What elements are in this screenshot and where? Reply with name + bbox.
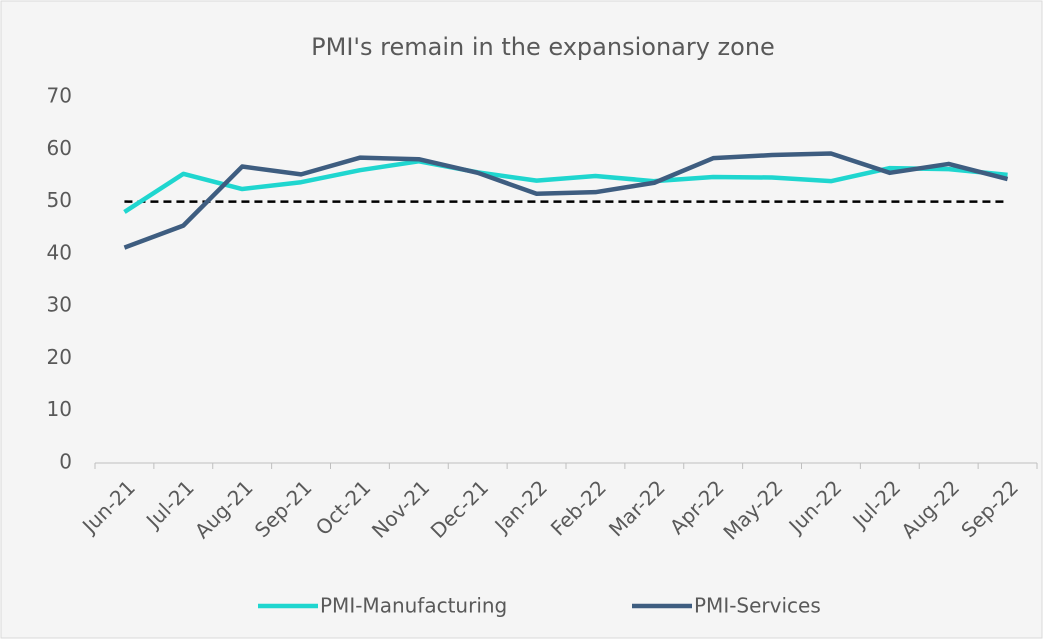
chart-title: PMI's remain in the expansionary zone [311, 33, 775, 61]
y-tick-label: 70 [47, 84, 72, 108]
y-tick-label: 60 [47, 136, 72, 160]
y-tick-label: 10 [47, 397, 72, 421]
legend-label: PMI-Manufacturing [320, 594, 507, 618]
legend-label: PMI-Services [694, 594, 821, 618]
y-tick-label: 50 [47, 188, 72, 212]
y-tick-label: 20 [47, 345, 72, 369]
series-line [123, 151, 1009, 250]
y-tick-label: 30 [47, 293, 72, 317]
y-tick-label: 0 [59, 450, 72, 474]
series-line [123, 159, 1008, 214]
y-tick-label: 40 [47, 240, 72, 264]
